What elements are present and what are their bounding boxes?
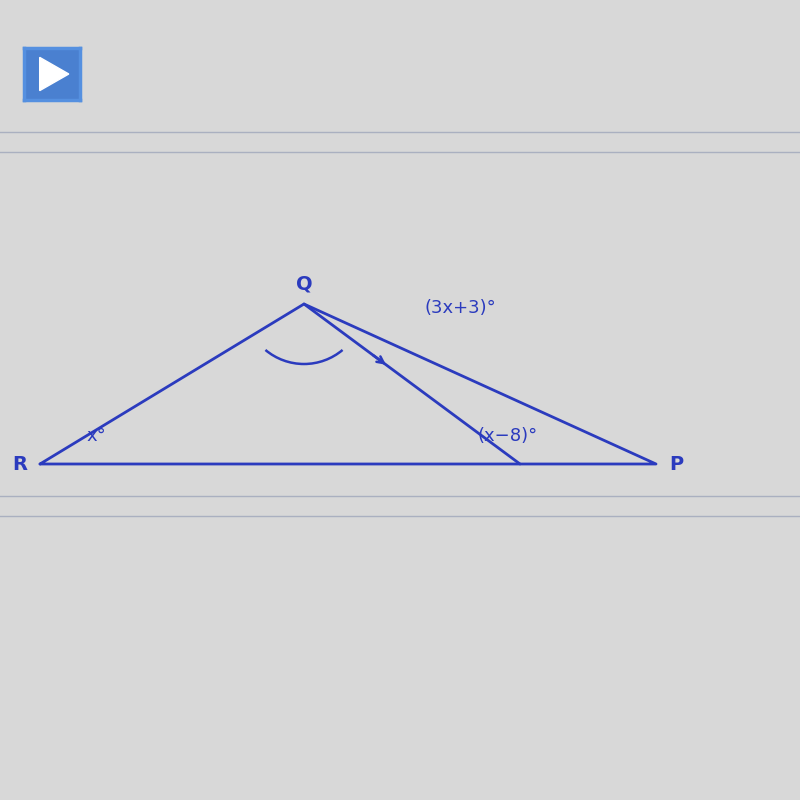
Text: (3x+3)°: (3x+3)° — [424, 299, 496, 317]
Text: P: P — [669, 454, 683, 474]
Text: x°: x° — [86, 427, 106, 445]
Polygon shape — [40, 58, 69, 90]
Text: Q: Q — [296, 274, 312, 294]
Text: (x−8)°: (x−8)° — [478, 427, 538, 445]
Text: R: R — [13, 454, 27, 474]
